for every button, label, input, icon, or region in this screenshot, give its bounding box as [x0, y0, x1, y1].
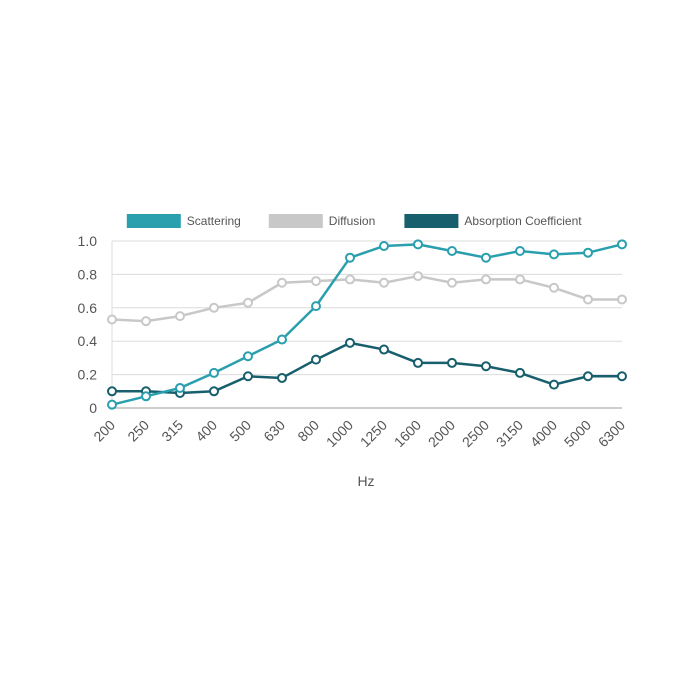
series-line-diffusion: [111, 274, 622, 323]
data-point: [549, 379, 559, 390]
x-tick-label: 4000: [527, 417, 560, 450]
data-point: [209, 302, 219, 313]
data-point: [617, 294, 627, 305]
data-point: [583, 294, 593, 305]
data-point: [175, 382, 185, 393]
data-point: [311, 276, 321, 287]
y-tick-label: 0: [89, 400, 97, 416]
data-point: [345, 274, 355, 285]
legend-label-scattering: Scattering: [187, 214, 241, 228]
data-point: [583, 371, 593, 382]
data-point: [243, 351, 253, 362]
x-tick-label: 400: [192, 417, 220, 445]
data-point: [107, 386, 117, 397]
data-point: [447, 246, 457, 257]
data-point: [583, 247, 593, 258]
data-point: [277, 277, 287, 288]
data-point: [345, 337, 355, 348]
x-tick-label: 315: [158, 417, 186, 445]
data-point: [379, 277, 389, 288]
data-point: [107, 314, 117, 325]
x-tick-label: 5000: [561, 417, 594, 450]
series-scattering: [107, 239, 627, 410]
legend-swatch-diffusion: [268, 214, 323, 228]
chart-series: [107, 239, 627, 410]
data-point: [413, 239, 423, 250]
x-tick-label: 500: [226, 417, 254, 445]
legend-swatch-scattering: [126, 214, 181, 228]
series-line-absorption-coefficient: [112, 341, 622, 395]
chart-legend: Scattering Diffusion Absorption Coefficien…: [126, 214, 582, 228]
x-tick-label: 250: [124, 417, 152, 445]
data-point: [515, 367, 525, 378]
x-tick-label: 6300: [595, 417, 628, 450]
data-point: [175, 311, 185, 322]
data-point: [481, 274, 491, 285]
y-tick-label: 1.0: [78, 233, 98, 249]
data-point: [617, 239, 627, 250]
data-point: [311, 301, 321, 312]
series-line-scattering: [111, 243, 623, 406]
chart-grid: [111, 240, 622, 409]
data-point: [447, 357, 457, 368]
x-axis-ticks: 200 250 315 400 500 630 800 1000 1250 1600 2000 250…: [90, 417, 628, 450]
data-point: [379, 241, 389, 252]
data-point: [379, 344, 389, 355]
data-point: [617, 371, 627, 382]
data-point: [413, 271, 423, 282]
data-point: [277, 372, 287, 383]
x-tick-label: 2500: [459, 417, 492, 450]
y-tick-label: 0.4: [78, 333, 98, 349]
data-point: [209, 386, 219, 397]
data-point: [243, 371, 253, 382]
legend-swatch-absorption-coefficient: [404, 214, 459, 228]
data-point: [141, 391, 151, 402]
data-point: [277, 334, 287, 345]
legend-label-diffusion: Diffusion: [329, 214, 375, 228]
data-point: [107, 399, 117, 410]
x-tick-label: 800: [294, 417, 322, 445]
data-point: [413, 357, 423, 368]
x-tick-label: 200: [90, 417, 118, 445]
data-point: [549, 249, 559, 260]
x-tick-label: 3150: [493, 417, 526, 450]
x-tick-label: 630: [260, 417, 288, 445]
data-point: [481, 361, 491, 372]
y-tick-label: 0.8: [78, 266, 98, 282]
data-point: [447, 277, 457, 288]
x-tick-label: 1250: [357, 417, 390, 450]
data-point: [311, 354, 321, 365]
data-point: [549, 282, 559, 293]
y-tick-label: 0.2: [78, 367, 98, 383]
y-axis-ticks: 0 0.2 0.4 0.6 0.8 1.0: [78, 233, 98, 416]
series-diffusion: [107, 271, 627, 327]
data-point: [481, 252, 491, 263]
x-tick-label: 2000: [425, 417, 458, 450]
data-point: [345, 252, 355, 263]
legend-label-absorption-coefficient: Absorption Coefficient: [464, 214, 582, 228]
data-point: [515, 246, 525, 257]
data-point: [141, 316, 151, 327]
data-point: [209, 367, 219, 378]
y-tick-label: 0.6: [78, 300, 98, 316]
series-absorption-coefficient: [107, 337, 627, 398]
x-tick-label: 1600: [391, 417, 424, 450]
data-point: [243, 297, 253, 308]
x-axis-title: Hz: [357, 473, 374, 489]
data-point: [515, 274, 525, 285]
x-tick-label: 1000: [323, 417, 356, 450]
